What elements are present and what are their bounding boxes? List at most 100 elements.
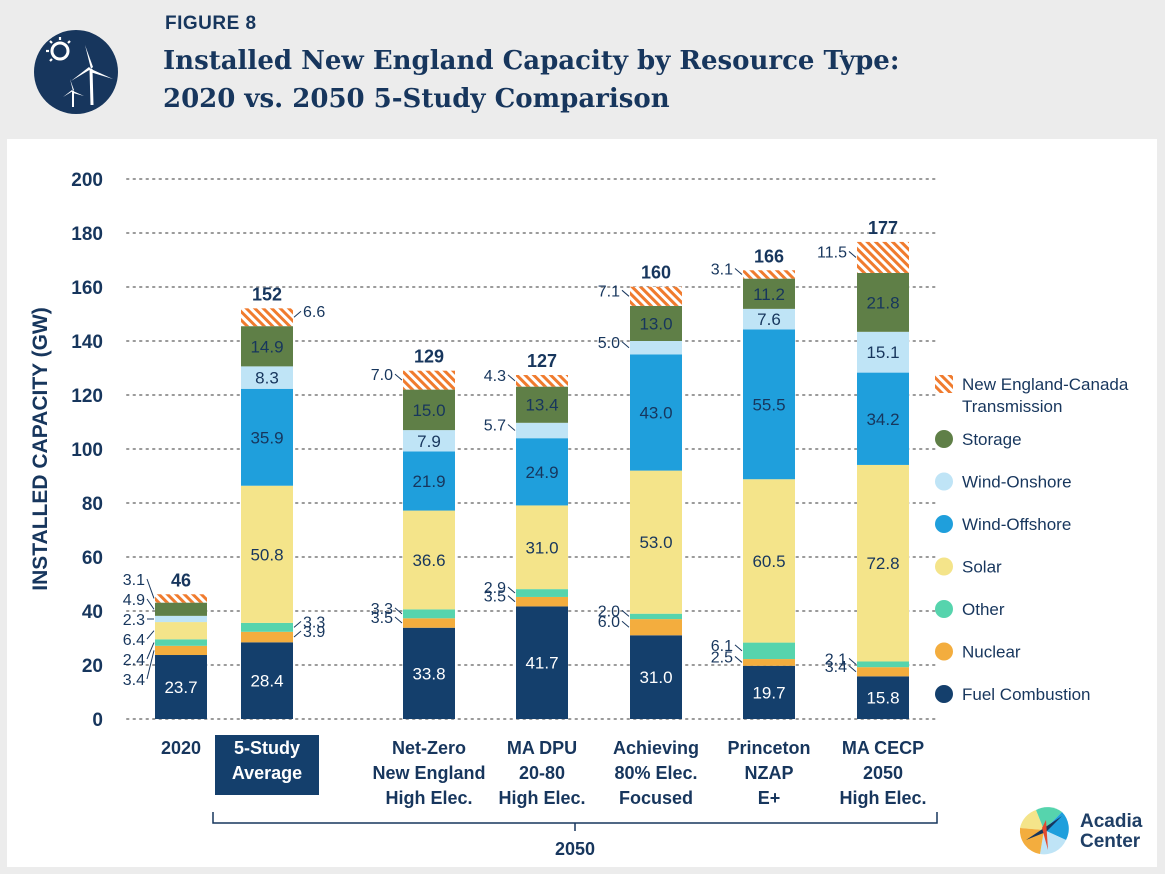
bar-value-label: 21.8 [866, 293, 899, 312]
bar-segment-nuclear [516, 596, 568, 607]
callout-leader-line [507, 586, 516, 594]
callout-label: 5.7 [484, 418, 506, 435]
bar-value-label: 15.0 [412, 401, 445, 420]
y-tick-label: 80 [82, 494, 103, 515]
callout-leader-line [848, 251, 857, 258]
callout-label: 5.0 [598, 335, 620, 352]
bar-segment-wind-onshore [241, 366, 293, 389]
bar-segment-other [241, 622, 293, 632]
highlight-category-box [215, 735, 319, 795]
chart-title-line-1: Installed New England Capacity by Resour… [163, 46, 900, 76]
bar-total-label: 129 [414, 347, 444, 367]
chart-title-line-2: 2020 vs. 2050 5-Study Comparison [163, 84, 670, 114]
callout-leader-line [848, 665, 857, 673]
callout-label: 7.0 [371, 367, 393, 384]
bar-segment-storage [857, 272, 909, 332]
brand-name: Acadia Center [1080, 812, 1142, 852]
bar-value-label: 55.5 [752, 395, 785, 414]
chart-panel: 0 20 40 60 80 100 120 140 160 180 200 INSTALLED CAP… [7, 139, 1157, 867]
callout-label: 2.4 [123, 652, 145, 669]
acadia-center-logo-icon [1019, 807, 1069, 855]
x-category-label: MA CECP [842, 738, 924, 758]
brand-line-2: Center [1080, 831, 1141, 852]
x-category-label: Focused [619, 788, 693, 808]
callout-leader-line [848, 657, 857, 665]
callout-leader-line [734, 268, 743, 275]
bar-segment-fuel-combustion [155, 655, 207, 719]
bar-total-label: 46 [171, 570, 191, 590]
callout-leader-line [293, 620, 302, 628]
legend-label: Wind-Onshore [962, 473, 1072, 492]
bar-value-label: 41.7 [525, 654, 558, 673]
callout-leader-line [734, 644, 743, 652]
bar-value-label: 21.9 [412, 472, 445, 491]
callout-leader-line [394, 373, 403, 381]
callout-label: 6.0 [598, 614, 620, 631]
bar-segment-solar [403, 510, 455, 610]
bar-total-label: 152 [252, 284, 282, 304]
bar-segment-transmission-hatch [241, 308, 293, 327]
bar-segment-wind-offshore [241, 388, 293, 486]
bar-value-label: 8.3 [255, 369, 279, 388]
bar-value-label: 11.2 [753, 285, 785, 304]
bar-segment-nuclear [403, 618, 455, 628]
bar-value-label: 53.0 [639, 533, 672, 552]
bar-segment-solar [155, 622, 207, 640]
bar-segment-wind-onshore [743, 308, 795, 330]
bar-segment-other [155, 639, 207, 646]
y-tick-label: 200 [71, 170, 103, 191]
legend-swatch [935, 515, 953, 533]
bar-segment-wind-onshore [630, 341, 682, 355]
legend-label: Other [962, 600, 1005, 619]
y-tick-label: 60 [82, 548, 103, 569]
callout-label: 3.1 [711, 261, 733, 278]
bar-segment-transmission-hatch [743, 270, 795, 279]
x-category-label: Average [232, 763, 302, 783]
bar-total-label: 177 [868, 218, 898, 238]
bar-segment-fuel-combustion [743, 665, 795, 719]
callout-leader-line [621, 341, 630, 349]
legend-label: New England-Canada [962, 375, 1129, 394]
callout-label: 3.5 [371, 610, 393, 627]
legend-swatch [935, 375, 953, 393]
x-category-label: 2020 [161, 738, 201, 758]
bar-segment-nuclear [155, 645, 207, 656]
x-category-label: Net-Zero [392, 738, 466, 758]
bar-segment-other [857, 661, 909, 668]
legend-label: Fuel Combustion [962, 685, 1091, 704]
bar-segment-other [403, 609, 455, 619]
bar-value-label: 36.6 [412, 551, 445, 570]
callout-label: 3.3 [371, 601, 393, 618]
bar-value-label: 50.8 [250, 545, 283, 564]
bar-segment-solar [743, 479, 795, 643]
callout-leader-line [293, 310, 302, 318]
x-category-label: Princeton [727, 738, 810, 758]
bar-total-label: 166 [754, 246, 784, 266]
bar-segment-wind-offshore [403, 451, 455, 511]
bar-segment-nuclear [743, 659, 795, 666]
bar-segment-transmission-hatch [516, 375, 568, 387]
bar-value-label: 43.0 [639, 404, 672, 423]
bar-value-label: 13.0 [639, 314, 672, 333]
bar-segment-transmission-hatch [630, 286, 682, 306]
bar-value-label: 19.7 [752, 683, 785, 702]
callout-label: 3.5 [484, 589, 506, 606]
bar-segment-storage [155, 602, 207, 616]
callout-leader-line [507, 374, 516, 382]
callout-leader-line [507, 595, 516, 603]
callout-label: 3.1 [123, 572, 145, 589]
bar-value-label: 28.4 [250, 672, 283, 691]
bar-value-label: 31.0 [639, 668, 672, 687]
bar-value-label: 15.8 [866, 689, 899, 708]
bar-segment-storage [743, 278, 795, 309]
wind-solar-logo-icon [34, 30, 118, 114]
stacked-bar-chart: 0 20 40 60 80 100 120 140 160 180 200 INSTALLED CAP… [29, 170, 1129, 859]
bar-segment-fuel-combustion [403, 627, 455, 719]
y-tick-label: 40 [82, 602, 103, 623]
callout-label: 7.1 [598, 283, 620, 300]
callout-leader-line [621, 610, 630, 617]
callout-leader-line [293, 630, 302, 638]
bar-segment-transmission-hatch [857, 241, 909, 273]
y-tick-label: 120 [71, 386, 103, 407]
bar-segment-wind-offshore [857, 372, 909, 465]
